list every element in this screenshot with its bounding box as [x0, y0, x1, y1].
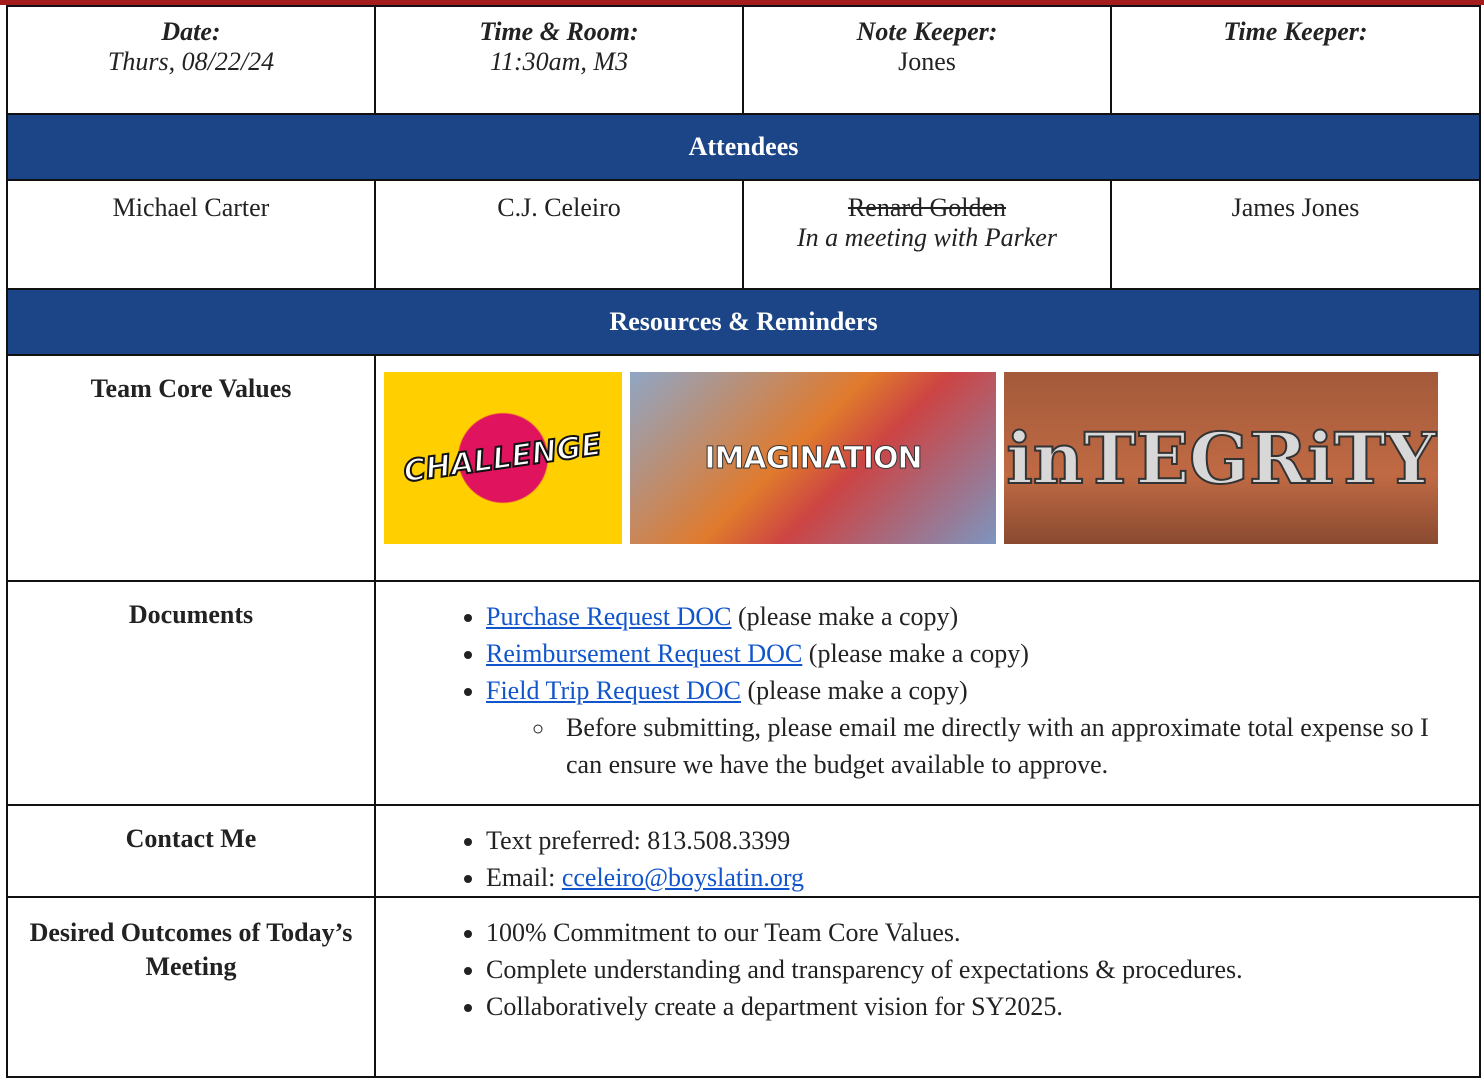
image-text: IMAGINATION	[704, 440, 923, 476]
core-values-row: Team Core Values CHALLENGE IMAGINATION i…	[6, 354, 1481, 582]
header-cell: Time & Room: 11:30am, M3	[374, 5, 744, 115]
doc-item: Reimbursement Request DOC (please make a…	[486, 635, 1465, 672]
contact-item: Email: cceleiro@boyslatin.org	[486, 859, 1465, 896]
doc-note: (please make a copy)	[738, 602, 959, 631]
contact-cell: Text preferred: 813.508.3399 Email: ccel…	[374, 804, 1481, 898]
outcomes-cell: 100% Commitment to our Team Core Values.…	[374, 896, 1481, 1078]
contact-item: Text preferred: 813.508.3399	[486, 822, 1465, 859]
header-cell: Note Keeper: Jones	[742, 5, 1112, 115]
doc-note: (please make a copy)	[808, 639, 1029, 668]
label: Note Keeper:	[856, 17, 998, 46]
top-bar	[0, 0, 1484, 5]
value: Thurs, 08/22/24	[107, 47, 275, 76]
images: CHALLENGE IMAGINATION inTEGRiTY	[384, 372, 1479, 544]
documents-cell: Purchase Request DOC (please make a copy…	[374, 580, 1481, 806]
doc-link[interactable]: Purchase Request DOC	[486, 602, 732, 631]
meeting-table: Date: Thurs, 08/22/24 Time & Room: 11:30am…	[6, 5, 1481, 1078]
doc-item: Field Trip Request DOC (please make a co…	[486, 672, 1465, 783]
image-text: inTEGRiTY	[1005, 416, 1437, 501]
attendee: James Jones	[1110, 179, 1481, 290]
contact-row: Contact Me Text preferred: 813.508.3399 …	[6, 804, 1481, 898]
image: inTEGRiTY	[1004, 372, 1438, 544]
row-label: Documents	[6, 580, 376, 806]
attendee: Renard Golden In a meeting with Parker	[742, 179, 1112, 290]
row-label: Team Core Values	[6, 354, 376, 582]
header-cell: Date: Thurs, 08/22/24	[6, 5, 376, 115]
row-label: Desired Outcomes of Today’s Meeting	[6, 896, 376, 1078]
attendee-name: Renard Golden	[847, 193, 1007, 222]
attendee-note: In a meeting with Parker	[797, 223, 1057, 252]
documents-row: Documents Purchase Request DOC (please m…	[6, 580, 1481, 806]
row-label: Contact Me	[6, 804, 376, 898]
value: 11:30am, M3	[489, 47, 629, 76]
image: IMAGINATION	[630, 372, 996, 544]
section-row: Attendees	[6, 113, 1481, 181]
attendee: C.J. Celeiro	[374, 179, 744, 290]
sub-item: Before submitting, please email me direc…	[556, 709, 1465, 783]
doc-item: Purchase Request DOC (please make a copy…	[486, 598, 1465, 635]
value: Jones	[898, 47, 956, 76]
label: Date:	[161, 17, 221, 46]
image: CHALLENGE	[384, 372, 622, 544]
label: Time & Room:	[479, 17, 639, 46]
outcome-list: 100% Commitment to our Team Core Values.…	[376, 914, 1465, 1025]
contact-list: Text preferred: 813.508.3399 Email: ccel…	[376, 822, 1465, 896]
outcome-item: Collaboratively create a department visi…	[486, 988, 1465, 1025]
doc-link[interactable]: Reimbursement Request DOC	[486, 639, 803, 668]
header-cell: Time Keeper:	[1110, 5, 1481, 115]
section-title: Attendees	[6, 113, 1481, 181]
outcome-item: Complete understanding and transparency …	[486, 951, 1465, 988]
email-label: Email:	[486, 863, 556, 892]
doc-note: (please make a copy)	[747, 676, 968, 705]
page: Meeting Notes {"header": {"cells": [ {"l…	[0, 0, 1484, 1034]
section-title: Resources & Reminders	[6, 288, 1481, 356]
attendees-row: Michael Carter C.J. Celeiro Renard Golde…	[6, 179, 1481, 290]
doc-list: Purchase Request DOC (please make a copy…	[376, 598, 1465, 783]
email-link[interactable]: cceleiro@boyslatin.org	[561, 863, 805, 892]
header-row: Date: Thurs, 08/22/24 Time & Room: 11:30am…	[6, 5, 1481, 115]
outcome-item: 100% Commitment to our Team Core Values.	[486, 914, 1465, 951]
doc-link[interactable]: Field Trip Request DOC	[486, 676, 741, 705]
attendee: Michael Carter	[6, 179, 376, 290]
sub-list: Before submitting, please email me direc…	[486, 709, 1465, 783]
page-body: Date: Thurs, 08/22/24 Time & Room: 11:30am…	[0, 0, 1484, 1034]
image-text: CHALLENGE	[401, 426, 605, 490]
images-cell: CHALLENGE IMAGINATION inTEGRiTY	[374, 354, 1481, 582]
outcomes-row: Desired Outcomes of Today’s Meeting 100%…	[6, 896, 1481, 1078]
section-row: Resources & Reminders	[6, 288, 1481, 356]
label: Time Keeper:	[1223, 17, 1368, 46]
